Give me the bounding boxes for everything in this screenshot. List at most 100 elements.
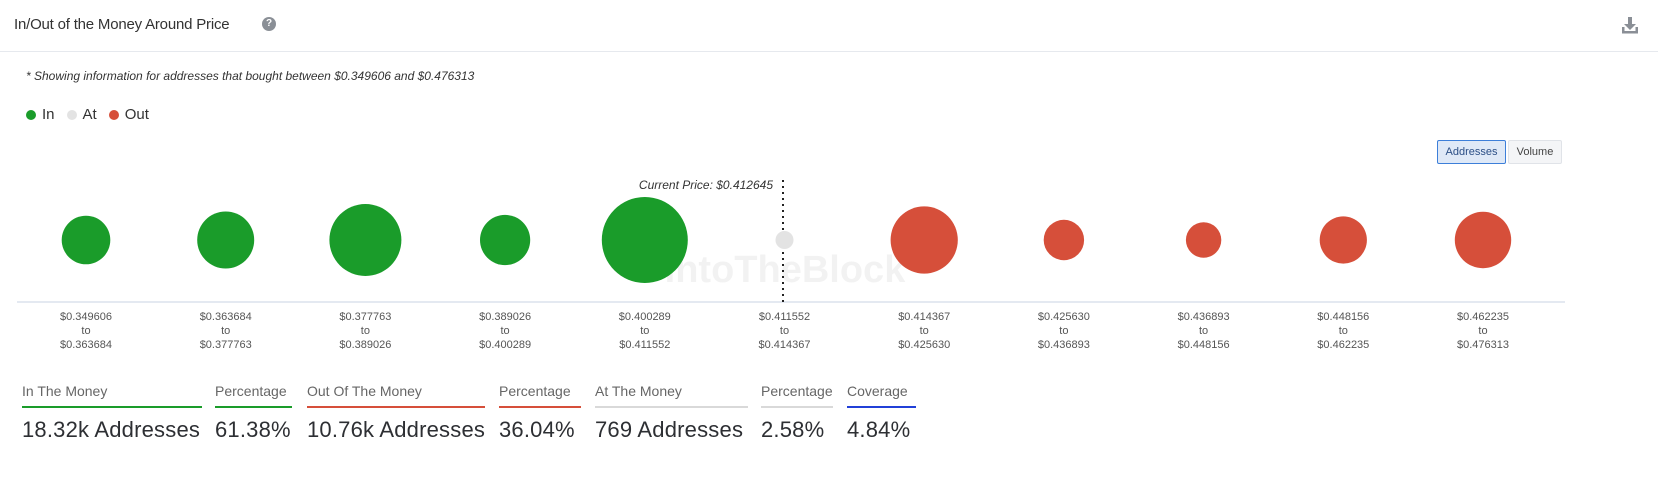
stat-2: Out Of The Money 10.76k Addresses bbox=[307, 383, 485, 443]
current-price-label: Current Price: $0.412645 bbox=[639, 178, 773, 192]
range-to-1: $0.377763 bbox=[199, 339, 252, 351]
addresses-toggle-button[interactable]: Addresses bbox=[1437, 140, 1506, 164]
legend-label-in: In bbox=[42, 106, 55, 123]
question-circle-icon[interactable]: ? bbox=[262, 17, 276, 31]
bubble-at-5[interactable] bbox=[775, 231, 794, 249]
stat-value-3: 36.04% bbox=[499, 417, 575, 442]
stat-underline-1 bbox=[215, 406, 292, 408]
range-from-6: $0.414367 bbox=[898, 311, 951, 323]
bubble-out-6[interactable] bbox=[890, 206, 958, 274]
bubble-out-9[interactable] bbox=[1319, 216, 1367, 264]
stat-5: Percentage 2.58% bbox=[761, 383, 833, 443]
bubble-in-4[interactable] bbox=[601, 197, 688, 283]
stat-value-5: 2.58% bbox=[761, 417, 825, 442]
legend-item-at[interactable]: At bbox=[66, 106, 97, 123]
bubble-in-2[interactable] bbox=[329, 204, 402, 276]
legend-dot-in bbox=[26, 109, 36, 120]
range-sep-5: to bbox=[779, 325, 790, 337]
range-label-8: $0.436893 to $0.448156 bbox=[1149, 310, 1259, 352]
legend-item-in[interactable]: In bbox=[26, 106, 55, 123]
stat-underline-0 bbox=[22, 406, 202, 408]
range-from-0: $0.349606 bbox=[60, 311, 112, 323]
stat-underline-4 bbox=[595, 406, 748, 408]
range-from-3: $0.389026 bbox=[479, 311, 532, 323]
stat-label-4: At The Money bbox=[595, 383, 682, 399]
range-label-10: $0.462235 to $0.476313 bbox=[1428, 310, 1538, 352]
stat-label-0: In The Money bbox=[22, 383, 108, 399]
range-from-2: $0.377763 bbox=[339, 311, 392, 323]
stat-1: Percentage 61.38% bbox=[215, 383, 292, 443]
bubble-out-10[interactable] bbox=[1454, 211, 1512, 269]
stat-4: At The Money 769 Addresses bbox=[595, 383, 748, 443]
stat-value-4: 769 Addresses bbox=[595, 417, 744, 442]
range-from-4: $0.400289 bbox=[618, 311, 671, 323]
range-sep-4: to bbox=[640, 325, 650, 337]
volume-toggle-button[interactable]: Volume bbox=[1508, 140, 1562, 164]
range-sep-2: to bbox=[360, 325, 370, 337]
range-to-0: $0.363684 bbox=[60, 339, 112, 351]
stat-label-5: Percentage bbox=[761, 383, 833, 399]
range-label-9: $0.448156 to $0.462235 bbox=[1288, 310, 1398, 352]
bubble-in-0[interactable] bbox=[61, 215, 111, 265]
legend: In At Out bbox=[26, 106, 161, 123]
stat-label-6: Coverage bbox=[847, 383, 908, 399]
range-sep-3: to bbox=[500, 325, 510, 337]
range-to-7: $0.436893 bbox=[1037, 339, 1090, 351]
range-sep-10: to bbox=[1478, 325, 1488, 337]
range-to-8: $0.448156 bbox=[1177, 339, 1230, 351]
range-from-8: $0.436893 bbox=[1177, 311, 1230, 323]
stat-value-6: 4.84% bbox=[847, 417, 911, 442]
range-label-5: $0.411552 to $0.414367 bbox=[730, 310, 840, 352]
range-from-9: $0.448156 bbox=[1317, 311, 1370, 323]
stat-underline-3 bbox=[499, 406, 581, 408]
legend-label-out: Out bbox=[124, 106, 149, 123]
range-to-2: $0.389026 bbox=[339, 339, 392, 351]
stat-label-3: Percentage bbox=[499, 383, 571, 399]
stat-value-1: 61.38% bbox=[215, 417, 291, 442]
legend-item-out[interactable]: Out bbox=[108, 106, 149, 123]
range-to-4: $0.411552 bbox=[619, 339, 671, 351]
range-label-2: $0.377763 to $0.389026 bbox=[310, 310, 420, 352]
range-sep-8: to bbox=[1199, 325, 1209, 337]
bubble-in-3[interactable] bbox=[480, 214, 531, 266]
download-icon[interactable] bbox=[1620, 15, 1640, 35]
stat-underline-6 bbox=[847, 406, 916, 408]
range-sep-7: to bbox=[1059, 325, 1069, 337]
legend-dot-out bbox=[108, 109, 119, 120]
watermark-text: IntoTheBlock bbox=[665, 249, 907, 291]
range-note: * Showing information for addresses that… bbox=[26, 69, 475, 83]
stat-underline-2 bbox=[307, 406, 485, 408]
range-to-5: $0.414367 bbox=[758, 339, 811, 351]
stat-value-0: 18.32k Addresses bbox=[22, 417, 201, 442]
bubble-out-7[interactable] bbox=[1043, 219, 1085, 261]
range-label-1: $0.363684 to $0.377763 bbox=[171, 310, 281, 352]
stat-6: Coverage 4.84% bbox=[847, 383, 916, 443]
card-header: In/Out of the Money Around Price ? bbox=[0, 0, 1658, 52]
stat-0: In The Money 18.32k Addresses bbox=[22, 383, 202, 443]
bubble-out-8[interactable] bbox=[1185, 222, 1222, 258]
range-from-5: $0.411552 bbox=[758, 311, 811, 323]
range-label-4: $0.400289 to $0.411552 bbox=[590, 310, 700, 352]
range-sep-6: to bbox=[919, 325, 929, 337]
range-label-0: $0.349606 to $0.363684 bbox=[31, 310, 141, 352]
range-sep-9: to bbox=[1338, 325, 1348, 337]
range-sep-0: to bbox=[81, 325, 91, 337]
legend-label-at: At bbox=[82, 106, 97, 123]
range-to-3: $0.400289 bbox=[479, 339, 532, 351]
range-label-6: $0.414367 to $0.425630 bbox=[869, 310, 979, 352]
range-sep-1: to bbox=[221, 325, 231, 337]
range-to-6: $0.425630 bbox=[898, 339, 951, 351]
page-title: In/Out of the Money Around Price bbox=[14, 16, 230, 33]
range-label-3: $0.389026 to $0.400289 bbox=[450, 310, 560, 352]
stat-3: Percentage 36.04% bbox=[499, 383, 581, 443]
bubble-in-1[interactable] bbox=[197, 211, 255, 269]
range-to-9: $0.462235 bbox=[1317, 339, 1370, 351]
stat-label-1: Percentage bbox=[215, 383, 287, 399]
range-label-7: $0.425630 to $0.436893 bbox=[1009, 310, 1119, 352]
stat-value-2: 10.76k Addresses bbox=[307, 417, 486, 442]
range-to-10: $0.476313 bbox=[1457, 339, 1509, 351]
range-from-1: $0.363684 bbox=[199, 311, 252, 323]
range-from-10: $0.462235 bbox=[1457, 311, 1509, 323]
bubble-chart: IntoTheBlock Current Price: $0.412645 bbox=[17, 178, 1565, 303]
stat-label-2: Out Of The Money bbox=[307, 383, 422, 399]
